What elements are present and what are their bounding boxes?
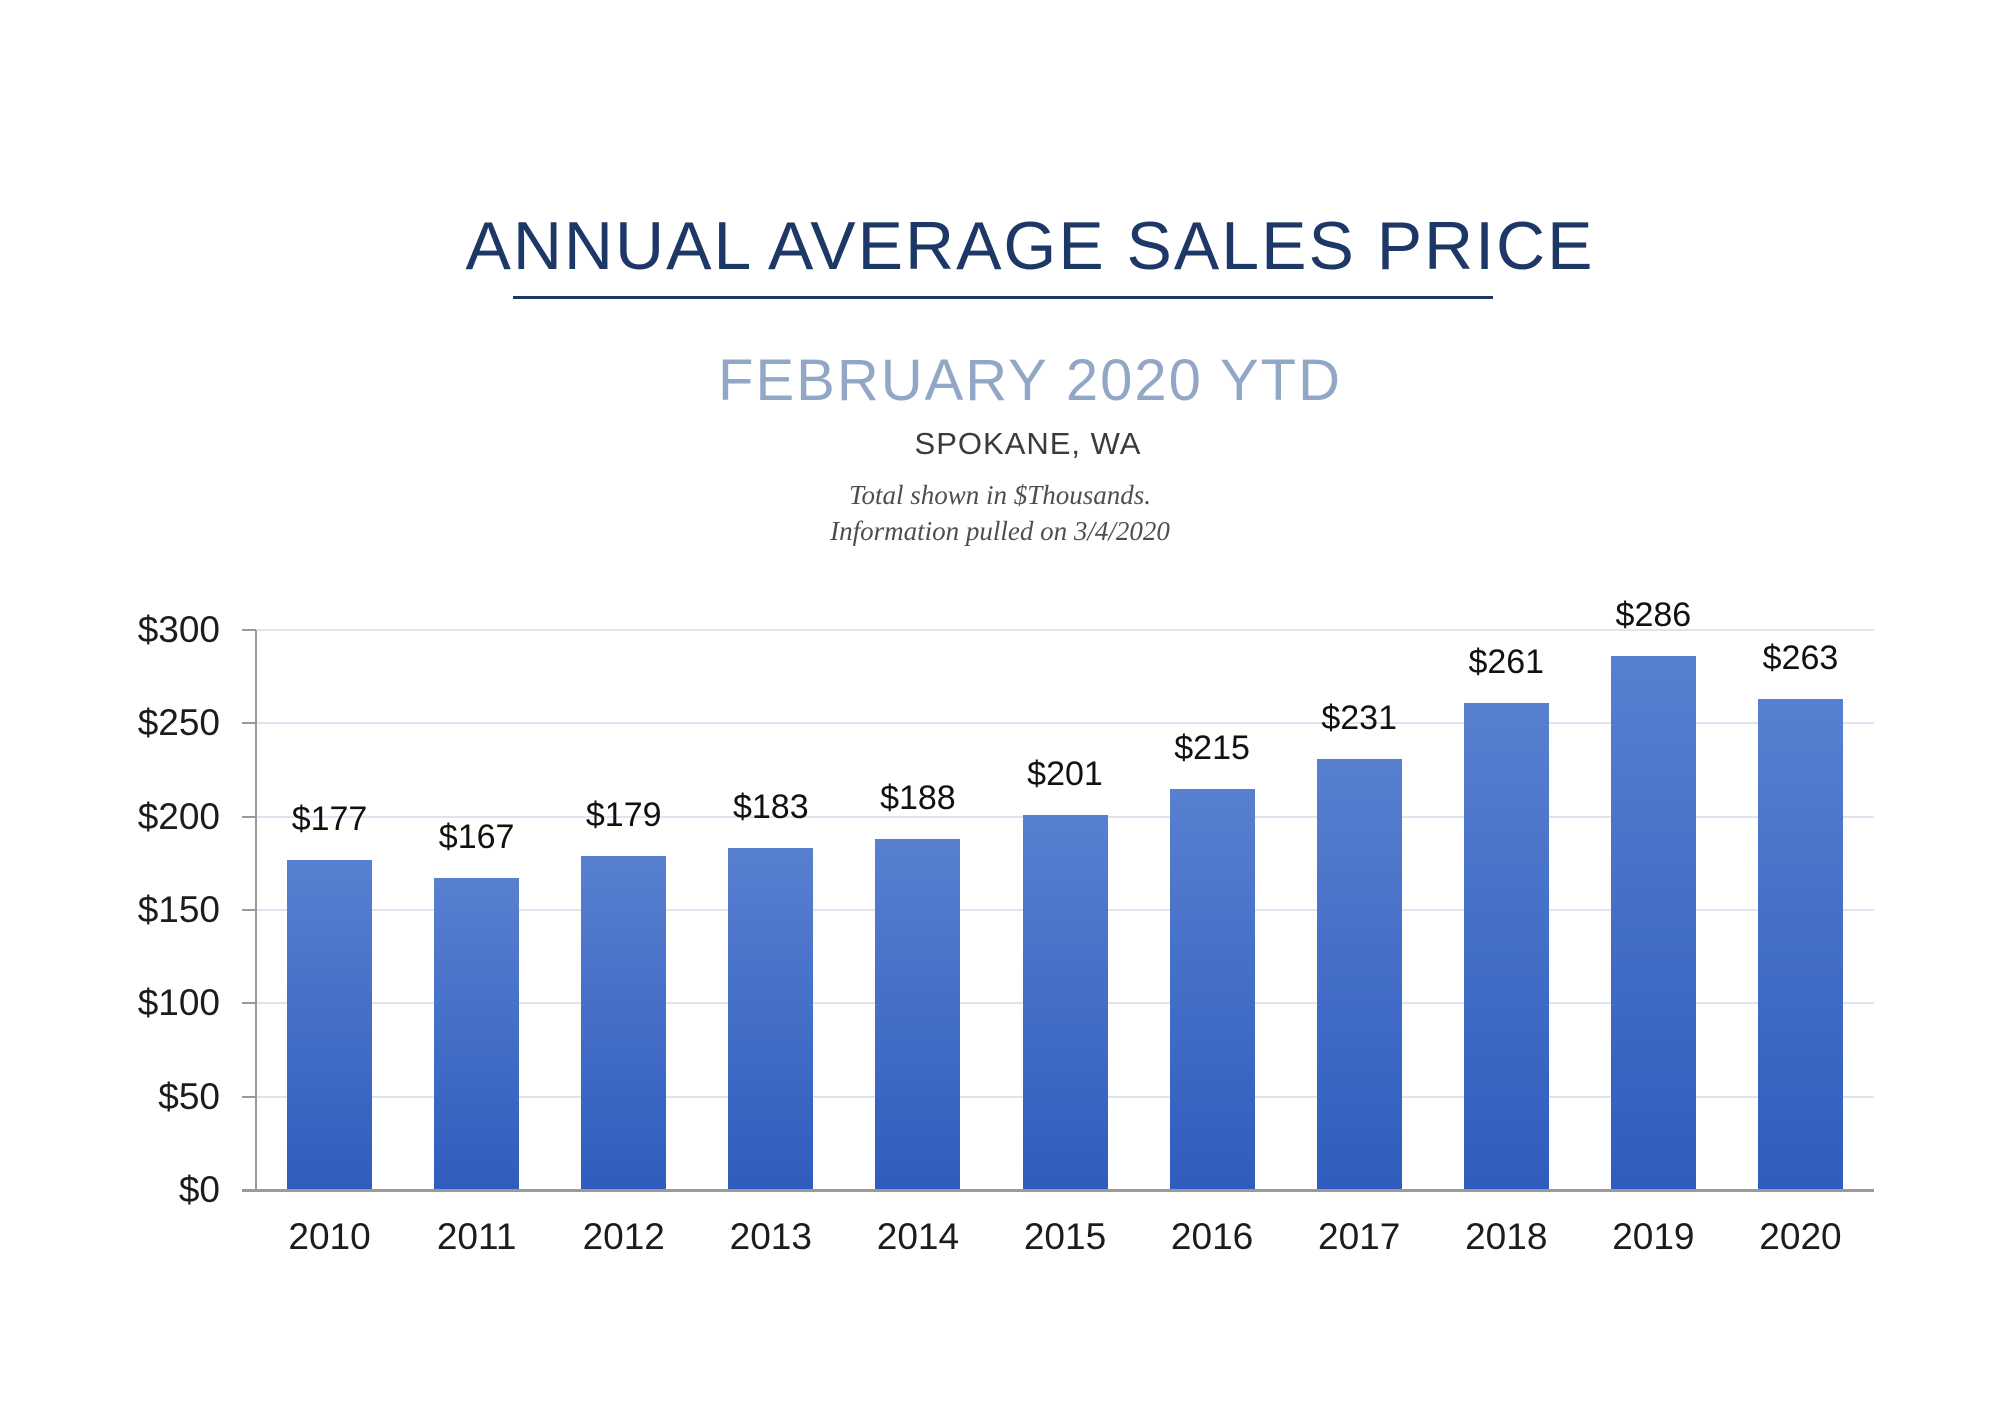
x-tick-label-2016: 2016 — [1170, 1216, 1254, 1257]
bar-value-2014: $188 — [880, 779, 956, 818]
title-underline — [513, 296, 1493, 299]
chart-subtitle: FEBRUARY 2020 YTD — [718, 348, 1342, 413]
bar-2010 — [287, 859, 373, 1190]
bar-value-2012: $179 — [585, 795, 662, 834]
x-tick-label-2017: 2017 — [1318, 1216, 1401, 1257]
x-tick-label-2018: 2018 — [1465, 1216, 1548, 1257]
bar-2017 — [1316, 758, 1402, 1190]
x-axis-line — [242, 1189, 1874, 1192]
gridline-300 — [257, 629, 1874, 631]
x-tick-label-2019: 2019 — [1612, 1216, 1695, 1257]
chart-title: ANNUAL AVERAGE SALES PRICE — [465, 208, 1595, 284]
gridline-250 — [257, 722, 1874, 725]
x-tick-label-2015: 2015 — [1023, 1216, 1107, 1257]
chart-location: SPOKANE, WA — [914, 426, 1142, 461]
x-tick-label-2010: 2010 — [288, 1216, 371, 1257]
y-tick-100 — [242, 1002, 256, 1005]
bar-2012 — [581, 855, 667, 1190]
x-tick-label-2011: 2011 — [436, 1216, 517, 1257]
x-tick-label-2012: 2012 — [582, 1216, 665, 1257]
y-axis-line — [255, 630, 257, 1190]
bar-value-2019: $286 — [1615, 596, 1692, 635]
bar-value-2010: $177 — [291, 799, 368, 838]
bar-2014 — [875, 839, 961, 1190]
bar-2015 — [1022, 814, 1108, 1190]
bar-value-2016: $215 — [1174, 728, 1250, 767]
note-pulled-date: Information pulled on 3/4/2020 — [830, 516, 1170, 546]
bar-2020 — [1757, 699, 1843, 1190]
y-tick-label-250: $250 — [137, 702, 220, 744]
bar-2011 — [434, 878, 520, 1190]
note-units: Total shown in $Thousands. — [848, 480, 1152, 510]
bar-value-2018: $261 — [1468, 642, 1545, 681]
y-tick-50 — [242, 1095, 256, 1098]
bar-value-2015: $201 — [1027, 754, 1103, 793]
y-tick-150 — [242, 909, 256, 911]
bar-2019 — [1610, 656, 1696, 1190]
x-tick-label-2020: 2020 — [1759, 1216, 1842, 1257]
y-tick-200 — [242, 815, 256, 818]
x-tick-label-2014: 2014 — [876, 1216, 960, 1257]
x-tick-label-2013: 2013 — [729, 1216, 812, 1257]
y-tick-300 — [242, 629, 256, 631]
bar-2016 — [1169, 788, 1255, 1190]
y-tick-label-50: $50 — [158, 1075, 220, 1117]
y-tick-250 — [242, 722, 256, 725]
y-tick-label-100: $100 — [137, 982, 220, 1024]
y-tick-label-300: $300 — [137, 609, 220, 650]
y-tick-label-0: $0 — [178, 1169, 220, 1210]
bar-value-2013: $183 — [732, 788, 809, 827]
y-tick-label-150: $150 — [137, 889, 220, 930]
bar-value-2017: $231 — [1321, 698, 1397, 737]
bar-value-2011: $167 — [438, 818, 515, 857]
y-tick-label-200: $200 — [137, 795, 220, 837]
bar-value-2020: $263 — [1762, 639, 1839, 678]
bar-2013 — [728, 848, 814, 1190]
bar-2018 — [1463, 702, 1549, 1190]
